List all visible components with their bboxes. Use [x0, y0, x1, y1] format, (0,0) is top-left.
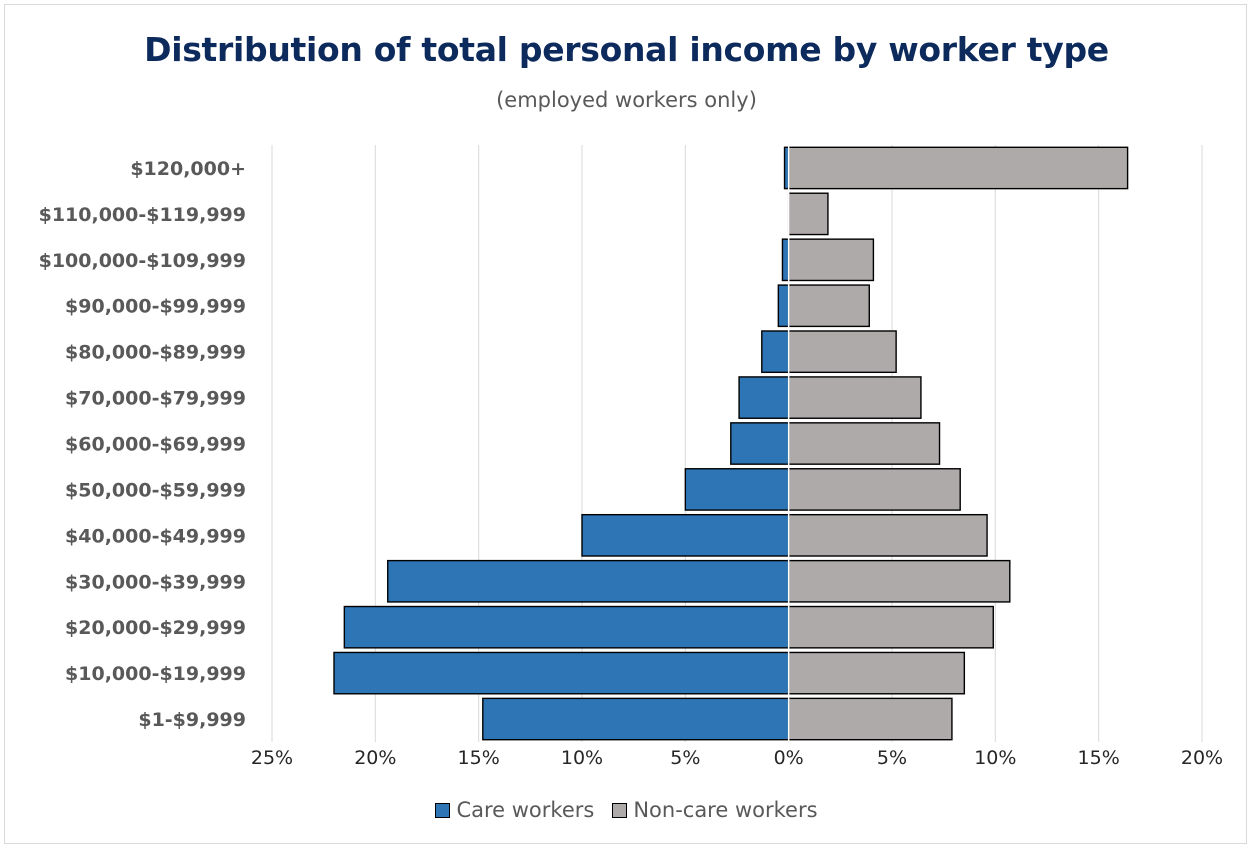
bar-non-care-workers — [787, 238, 875, 282]
bar-care-workers — [343, 605, 790, 649]
category-label: $90,000-$99,999 — [65, 296, 246, 318]
x-tick-label: 10% — [561, 747, 603, 769]
bar-care-workers — [482, 697, 790, 741]
bar-non-care-workers — [787, 651, 966, 695]
legend-swatch-non-care — [612, 802, 628, 818]
x-tick-label: 5% — [670, 747, 700, 769]
chart-title: Distribution of total personal income by… — [144, 30, 1109, 69]
bar-care-workers — [761, 330, 790, 374]
category-label: $30,000-$39,999 — [65, 571, 246, 593]
legend-label-care: Care workers — [456, 798, 595, 822]
bar-non-care-workers — [787, 284, 870, 328]
bar-non-care-workers — [787, 513, 988, 557]
bar-care-workers — [581, 513, 790, 557]
bar-non-care-workers — [787, 559, 1011, 603]
category-label: $110,000-$119,999 — [39, 204, 246, 226]
bar-care-workers — [333, 651, 790, 695]
category-label: $50,000-$59,999 — [65, 479, 246, 501]
legend: Care workers Non-care workers — [0, 798, 1253, 822]
bar-care-workers — [777, 284, 790, 328]
bar-non-care-workers — [787, 468, 961, 511]
category-label: $120,000+ — [130, 158, 246, 180]
legend-label-non-care: Non-care workers — [633, 798, 818, 822]
bar-care-workers — [387, 559, 790, 603]
x-tick-label: 25% — [251, 747, 293, 769]
bar-care-workers — [781, 238, 790, 282]
bar-care-workers — [730, 422, 790, 465]
bar-non-care-workers — [787, 376, 922, 419]
category-label: $70,000-$79,999 — [65, 388, 246, 410]
legend-item-care: Care workers — [435, 798, 594, 822]
x-tick-label: 20% — [1181, 747, 1223, 769]
chart-subtitle: (employed workers only) — [496, 88, 757, 112]
x-tick-labels: 25% 20% 15% 10% 5% 0% 5% 10% 15% 20% — [251, 747, 1223, 769]
bar-non-care-workers — [787, 330, 897, 374]
bar-non-care-workers — [787, 146, 1129, 190]
x-tick-label: 15% — [1078, 747, 1120, 769]
bar-non-care-workers — [787, 697, 953, 741]
x-tick-label: 20% — [354, 747, 396, 769]
legend-swatch-care — [435, 802, 451, 818]
bars — [333, 145, 1129, 742]
x-tick-label: 15% — [458, 747, 500, 769]
category-label: $20,000-$29,999 — [65, 617, 246, 639]
category-label: $1-$9,999 — [138, 709, 246, 731]
category-label: $60,000-$69,999 — [65, 434, 246, 456]
bar-non-care-workers — [787, 422, 941, 465]
bar-care-workers — [738, 376, 790, 419]
x-tick-label: 10% — [974, 747, 1016, 769]
gridlines — [271, 145, 1203, 742]
category-label: $10,000-$19,999 — [65, 663, 246, 685]
category-label: $80,000-$89,999 — [65, 342, 246, 364]
bar-non-care-workers — [787, 192, 829, 236]
bar-care-workers — [684, 468, 790, 511]
bar-non-care-workers — [787, 605, 994, 649]
x-tick-label: 5% — [877, 747, 907, 769]
category-label: $100,000-$109,999 — [39, 250, 246, 272]
category-label: $40,000-$49,999 — [65, 525, 246, 547]
category-labels: $120,000+ $110,000-$119,999 $100,000-$109,… — [39, 158, 246, 731]
legend-item-non-care: Non-care workers — [612, 798, 818, 822]
x-tick-label: 0% — [774, 747, 804, 769]
